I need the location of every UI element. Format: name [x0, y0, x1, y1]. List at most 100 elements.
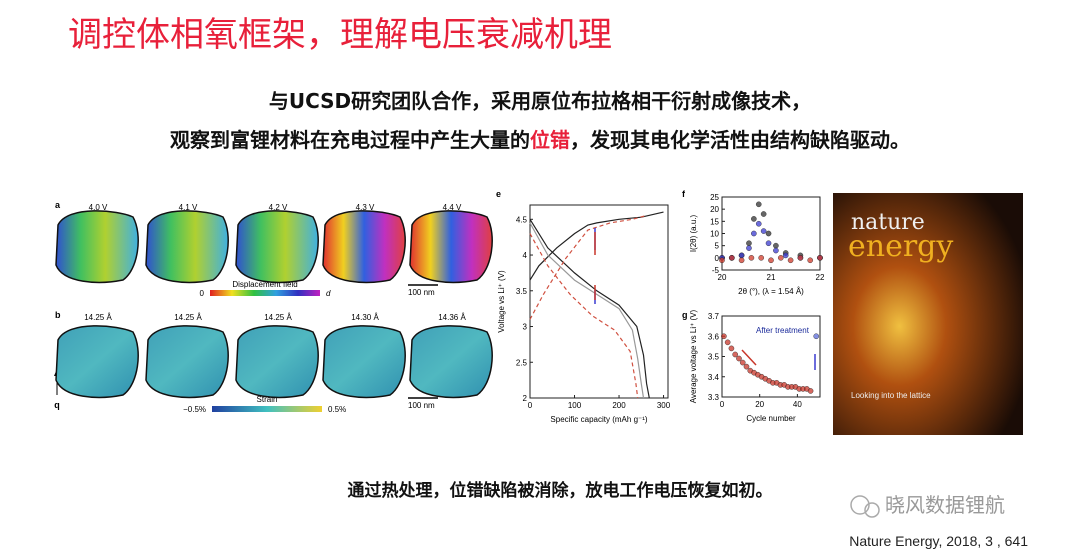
- annotation: After treatment: [756, 326, 810, 335]
- particle-image: [55, 210, 139, 284]
- intro-text: ，发现其电化学活性由结构缺陷驱动。: [570, 128, 910, 152]
- colorbar-title: Strain: [257, 395, 278, 404]
- data-point: [755, 220, 762, 227]
- scale-label: 100 nm: [408, 401, 435, 410]
- data-point: [773, 242, 779, 249]
- y-tick-label: 3.5: [516, 287, 528, 296]
- data-point: [746, 240, 752, 247]
- x-tick-label: 40: [793, 400, 802, 409]
- data-point: [760, 228, 767, 234]
- image-caption: 14.36 Å: [438, 313, 466, 322]
- image-caption: 4.0 V: [89, 203, 108, 212]
- panel-label: g: [682, 310, 688, 320]
- data-point: [728, 345, 735, 352]
- data-point: [817, 255, 823, 261]
- y-tick-label: 3.4: [708, 373, 720, 382]
- particle-image: [409, 325, 493, 399]
- y-tick-label: 0: [715, 254, 720, 263]
- data-point: [746, 245, 752, 251]
- data-point: [739, 359, 746, 366]
- x-tick-label: 0: [720, 400, 725, 409]
- y-tick-label: 4: [523, 251, 528, 260]
- colorbar-label: −0.5%: [183, 405, 206, 414]
- data-point: [732, 351, 738, 358]
- colorbar-label: 0: [200, 289, 205, 298]
- y-tick-label: 3: [523, 323, 528, 332]
- colorbar-label: d: [326, 289, 331, 298]
- y-tick-label: 3.3: [708, 393, 720, 402]
- intro-line: 观察到富锂材料在充电过程中产生大量的位错，发现其电化学活性由结构缺陷驱动。: [170, 128, 910, 152]
- data-line: [529, 233, 639, 399]
- data-point: [751, 230, 757, 237]
- x-tick-label: 300: [657, 401, 671, 410]
- data-point: [807, 388, 814, 394]
- axis-label: q: [54, 400, 60, 410]
- data-point: [738, 252, 745, 259]
- x-tick-label: 22: [816, 273, 825, 282]
- scale-label: 100 nm: [408, 288, 435, 297]
- data-point: [721, 333, 727, 340]
- x-tick-label: 20: [755, 400, 764, 409]
- cover-title: energy: [848, 229, 953, 264]
- y-tick-label: 15: [710, 217, 719, 226]
- cover-tagline: Looking into the lattice: [851, 391, 931, 400]
- image-caption: 4.3 V: [356, 203, 375, 212]
- data-point: [782, 252, 789, 259]
- data-point: [751, 216, 757, 222]
- conclusion: 通过热处理，位错缺陷被消除，放电工作电压恢复如初。: [348, 480, 773, 501]
- data-point: [787, 257, 794, 264]
- y-tick-label: 25: [710, 193, 719, 202]
- image-caption: 14.25 Å: [264, 313, 292, 322]
- data-point: [736, 355, 742, 362]
- colorbar: [210, 290, 320, 296]
- data-point: [765, 230, 772, 237]
- plot-frame: [529, 204, 669, 399]
- x-tick-label: 21: [767, 273, 776, 282]
- watermark-icon: [864, 502, 880, 518]
- y-axis-label: Voltage vs Li⁺ (V): [497, 270, 506, 333]
- data-point: [724, 339, 731, 346]
- particle-image: [235, 210, 319, 284]
- particle-image: [322, 325, 406, 399]
- image-caption: 14.25 Å: [84, 313, 112, 322]
- watermark-icon: [850, 495, 870, 515]
- y-tick-label: 2.5: [516, 358, 528, 367]
- watermark: 晓风数据锂航: [885, 493, 1005, 517]
- data-point: [773, 247, 779, 254]
- x-axis-label: Cycle number: [746, 414, 796, 423]
- data-line: [529, 211, 664, 281]
- image-caption: 4.2 V: [269, 203, 288, 212]
- x-tick-label: 0: [528, 401, 533, 410]
- data-point: [760, 211, 767, 217]
- particle-image: [235, 325, 319, 399]
- y-axis-label: I(2θ) (a.u.): [689, 214, 698, 252]
- y-tick-label: 3.6: [708, 332, 720, 341]
- data-point: [719, 257, 725, 264]
- data-point: [738, 257, 745, 264]
- highlight: 位错: [530, 128, 570, 152]
- data-line: [529, 218, 650, 399]
- panel-label: f: [682, 189, 686, 199]
- image-caption: 4.1 V: [179, 203, 198, 212]
- data-point: [813, 333, 820, 340]
- data-point: [729, 255, 735, 261]
- image-caption: 14.30 Å: [351, 313, 379, 322]
- particle-image: [145, 210, 229, 284]
- colorbar: [212, 406, 322, 412]
- panel-label: b: [55, 310, 61, 320]
- data-point: [778, 255, 784, 261]
- data-line: [529, 215, 646, 320]
- y-tick-label: 3.7: [708, 312, 720, 321]
- panels-ab: a b Displacement field 0 d 100 nm Strain…: [54, 200, 438, 414]
- cover-image: [833, 193, 1023, 435]
- cover-title: nature: [851, 210, 925, 235]
- data-point: [768, 257, 774, 264]
- particle-image: [322, 210, 406, 284]
- intro-text: 观察到富锂材料在充电过程中产生大量的: [170, 128, 530, 152]
- panel-label: a: [55, 200, 61, 210]
- intro-line: 与UCSD研究团队合作，采用原位布拉格相干衍射成像技术，: [269, 89, 811, 113]
- y-axis-label: Average voltage vs Li⁺ (V): [689, 309, 698, 403]
- y-tick-label: 10: [710, 230, 719, 239]
